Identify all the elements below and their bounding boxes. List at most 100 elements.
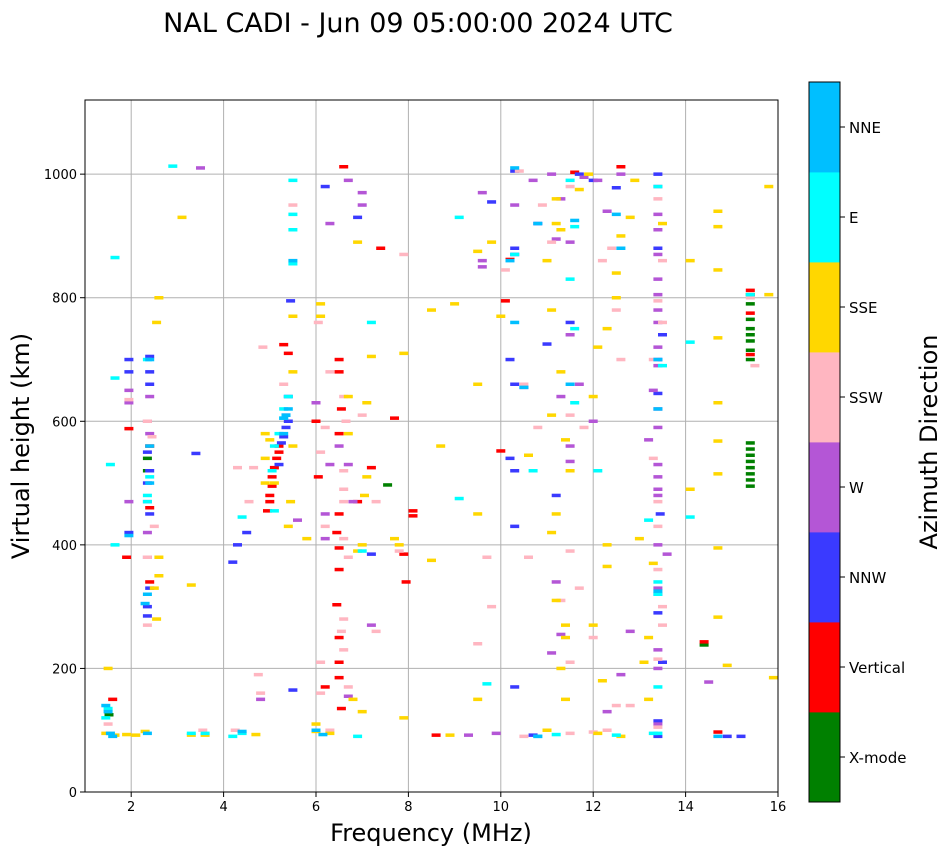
data-point	[124, 499, 134, 504]
data-point	[547, 413, 557, 417]
x-axis: 2 4 6 8 10 12 14 16	[127, 792, 786, 815]
data-point	[496, 314, 506, 318]
data-point	[101, 716, 111, 720]
colorbar-label: Azimuth Direction	[915, 335, 943, 550]
data-point	[611, 733, 621, 737]
data-point	[353, 240, 363, 244]
data-point	[267, 469, 277, 473]
data-point	[745, 317, 755, 322]
data-point	[713, 730, 723, 734]
data-point	[353, 734, 363, 739]
colorbar-segment	[809, 442, 840, 533]
data-point	[131, 733, 141, 737]
data-point	[154, 555, 164, 559]
data-point	[343, 178, 353, 183]
data-point	[653, 666, 663, 671]
data-point	[383, 483, 393, 487]
data-point	[653, 543, 663, 547]
data-point	[653, 407, 663, 411]
data-point	[570, 326, 580, 331]
data-point	[570, 170, 580, 174]
data-point	[145, 586, 155, 590]
data-point	[653, 589, 663, 593]
data-point	[547, 172, 557, 176]
data-point	[510, 469, 520, 473]
colorbar-segment	[809, 622, 840, 713]
data-point	[537, 203, 547, 207]
data-point	[152, 617, 162, 621]
data-point	[316, 660, 326, 664]
data-point	[177, 215, 187, 220]
data-point	[357, 543, 367, 547]
data-point	[339, 648, 349, 652]
data-point	[713, 546, 723, 550]
data-point	[325, 728, 335, 732]
x-tick-label: 14	[677, 800, 694, 815]
data-point	[265, 493, 275, 498]
data-point	[103, 722, 113, 726]
series-vertical	[108, 165, 755, 737]
data-point	[334, 357, 344, 362]
data-point	[348, 697, 358, 702]
data-point	[233, 543, 242, 547]
data-point	[154, 296, 164, 300]
data-point	[101, 731, 111, 736]
data-point	[602, 326, 612, 331]
data-point	[334, 635, 344, 640]
colorbar-tick-label: SSW	[849, 389, 883, 407]
data-point	[110, 255, 120, 260]
data-point	[142, 623, 152, 627]
series-ssw	[103, 169, 760, 739]
data-point	[653, 197, 663, 201]
data-point	[505, 258, 515, 263]
x-tick-label: 8	[404, 800, 412, 815]
data-point	[556, 370, 566, 374]
data-point	[704, 680, 714, 684]
data-point	[168, 164, 178, 168]
data-point	[103, 709, 113, 714]
data-point	[253, 672, 263, 677]
data-point	[616, 246, 626, 250]
data-point	[145, 444, 155, 448]
data-point	[745, 311, 755, 315]
data-point	[653, 567, 663, 572]
data-point	[186, 583, 196, 587]
data-point	[339, 617, 349, 621]
data-point	[722, 663, 732, 668]
data-point	[101, 703, 111, 708]
data-point	[142, 731, 152, 736]
data-point	[653, 184, 663, 189]
data-point	[653, 475, 663, 479]
data-point	[260, 431, 270, 436]
data-point	[186, 733, 196, 737]
data-point	[265, 438, 275, 442]
data-point	[745, 333, 755, 337]
data-point	[267, 475, 277, 479]
data-point	[658, 660, 667, 664]
data-point	[510, 169, 520, 173]
data-point	[104, 713, 114, 717]
data-point	[713, 734, 723, 739]
data-point	[145, 580, 155, 584]
data-point	[593, 178, 603, 183]
data-point	[332, 530, 342, 535]
plot-area: 2 4 6 8 10 12 14 16 0 200 400 600 800 1000	[44, 99, 786, 815]
data-point	[276, 441, 286, 445]
y-tick-label: 600	[52, 415, 77, 430]
data-point	[311, 722, 321, 726]
data-point	[487, 200, 497, 204]
data-point	[556, 666, 566, 671]
data-point	[362, 475, 372, 479]
data-point	[653, 299, 663, 303]
data-point	[655, 512, 665, 516]
data-point	[519, 385, 529, 390]
data-point	[593, 469, 603, 473]
data-point	[200, 731, 210, 736]
data-point	[648, 456, 658, 461]
data-point	[625, 215, 635, 220]
data-point	[528, 178, 538, 183]
data-point	[140, 729, 150, 734]
data-point	[371, 629, 381, 634]
data-point	[658, 333, 667, 337]
